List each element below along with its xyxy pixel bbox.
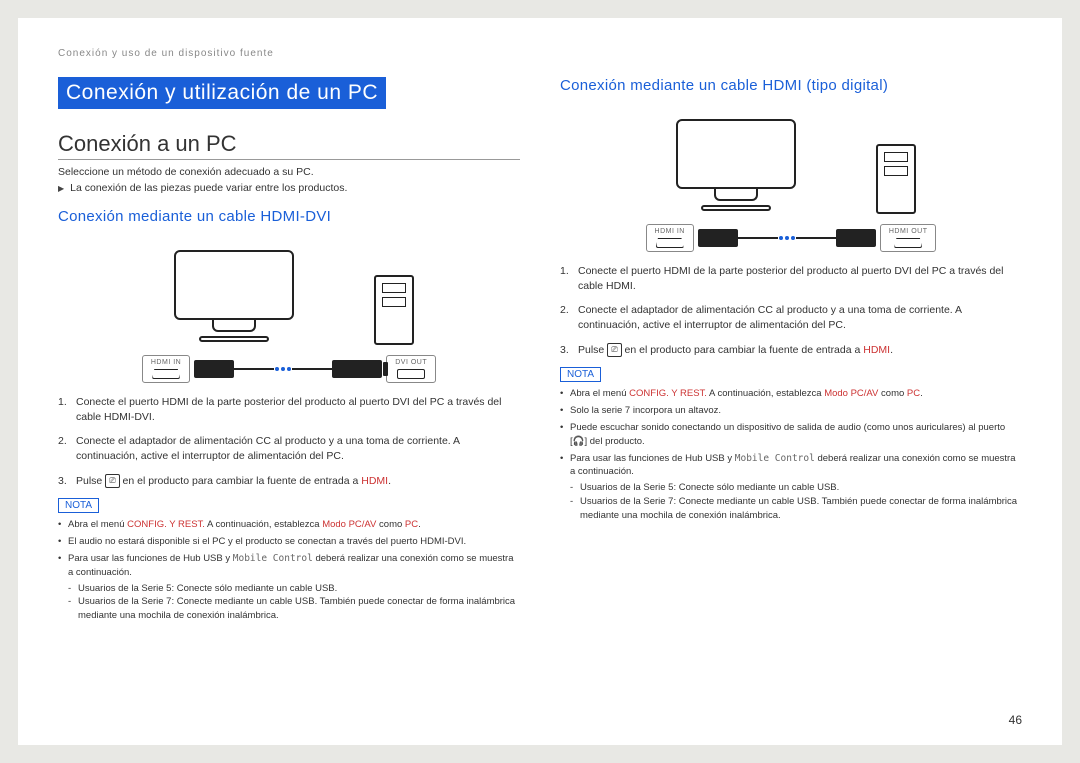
port-hdmi-in: HDMI IN: [646, 224, 694, 252]
hdmi-plug-icon: [194, 360, 234, 378]
hdmi-port-icon: [656, 238, 684, 248]
note-item: Abra el menú CONFIG. Y REST. A continuac…: [58, 518, 520, 532]
note-badge: NOTA: [58, 498, 99, 513]
note-item: Abra el menú CONFIG. Y REST. A continuac…: [560, 387, 1022, 401]
page-number: 46: [1009, 713, 1022, 727]
hdmi-port-icon: [152, 369, 180, 379]
pc-tower-icon: [374, 275, 414, 345]
sub-note-item: Usuarios de la Serie 7: Conecte mediante…: [68, 595, 520, 623]
port-label: HDMI OUT: [885, 227, 932, 236]
port-dvi-out: DVI OUT: [386, 355, 436, 383]
note-item: Para usar las funciones de Hub USB y Mob…: [560, 452, 1022, 523]
hdmi-plug-icon: [836, 229, 876, 247]
subsection-heading: Conexión mediante un cable HDMI (tipo di…: [560, 77, 1022, 94]
step-item: Conecte el puerto HDMI de la parte poste…: [560, 264, 1022, 293]
source-button-icon: ⎚: [105, 474, 119, 487]
right-column: Conexión mediante un cable HDMI (tipo di…: [560, 77, 1022, 626]
note-item: Solo la serie 7 incorpora un altavoz.: [560, 404, 1022, 418]
two-column-layout: Conexión y utilización de un PC Conexión…: [58, 77, 1022, 626]
step-item: Pulse ⎚ en el producto para cambiar la f…: [58, 474, 520, 489]
pc-tower-icon: [876, 144, 916, 214]
connection-diagram: [58, 235, 520, 345]
document-page: Conexión y uso de un dispositivo fuente …: [18, 18, 1062, 745]
source-button-icon: ⎚: [607, 343, 621, 356]
notes-list: Abra el menú CONFIG. Y REST. A continuac…: [560, 387, 1022, 522]
note-badge: NOTA: [560, 367, 601, 382]
intro-text: Seleccione un método de conexión adecuad…: [58, 166, 520, 178]
connection-diagram: [560, 104, 1022, 214]
note-item: Puede escuchar sonido conectando un disp…: [560, 421, 1022, 449]
ports-row: HDMI IN DVI OUT: [58, 355, 520, 383]
note-bullet: La conexión de las piezas puede variar e…: [58, 182, 520, 194]
port-hdmi-in: HDMI IN: [142, 355, 190, 383]
monitor-icon: [666, 119, 806, 214]
step-item: Conecte el adaptador de alimentación CC …: [560, 303, 1022, 332]
monitor-icon: [164, 250, 304, 345]
port-hdmi-out: HDMI OUT: [880, 224, 937, 252]
sub-notes: Usuarios de la Serie 5: Conecte sólo med…: [570, 481, 1022, 522]
sub-note-item: Usuarios de la Serie 5: Conecte sólo med…: [68, 582, 520, 596]
left-column: Conexión y utilización de un PC Conexión…: [58, 77, 520, 626]
page-title-highlight: Conexión y utilización de un PC: [58, 77, 386, 109]
cable-assembly: [698, 229, 876, 247]
notes-list: Abra el menú CONFIG. Y REST. A continuac…: [58, 518, 520, 622]
port-label: HDMI IN: [651, 227, 689, 236]
sub-notes: Usuarios de la Serie 5: Conecte sólo med…: [68, 582, 520, 623]
hdmi-port-icon: [894, 238, 922, 248]
breadcrumb: Conexión y uso de un dispositivo fuente: [58, 48, 1022, 59]
subsection-heading: Conexión mediante un cable HDMI-DVI: [58, 208, 520, 225]
note-item: El audio no estará disponible si el PC y…: [58, 535, 520, 549]
section-heading: Conexión a un PC: [58, 131, 520, 160]
instruction-steps: Conecte el puerto HDMI de la parte poste…: [58, 395, 520, 488]
step-item: Pulse ⎚ en el producto para cambiar la f…: [560, 343, 1022, 358]
port-label: DVI OUT: [391, 358, 431, 367]
headphone-icon: 🎧: [573, 436, 585, 447]
hdmi-plug-icon: [698, 229, 738, 247]
step-item: Conecte el puerto HDMI de la parte poste…: [58, 395, 520, 424]
ports-row: HDMI IN HDMI OUT: [560, 224, 1022, 252]
port-label: HDMI IN: [147, 358, 185, 367]
dvi-plug-icon: [332, 360, 382, 378]
sub-note-item: Usuarios de la Serie 7: Conecte mediante…: [570, 495, 1022, 523]
dvi-port-icon: [397, 369, 425, 379]
instruction-steps: Conecte el puerto HDMI de la parte poste…: [560, 264, 1022, 357]
sub-note-item: Usuarios de la Serie 5: Conecte sólo med…: [570, 481, 1022, 495]
step-item: Conecte el adaptador de alimentación CC …: [58, 434, 520, 463]
note-item: Para usar las funciones de Hub USB y Mob…: [58, 552, 520, 623]
cable-assembly: [194, 360, 382, 378]
